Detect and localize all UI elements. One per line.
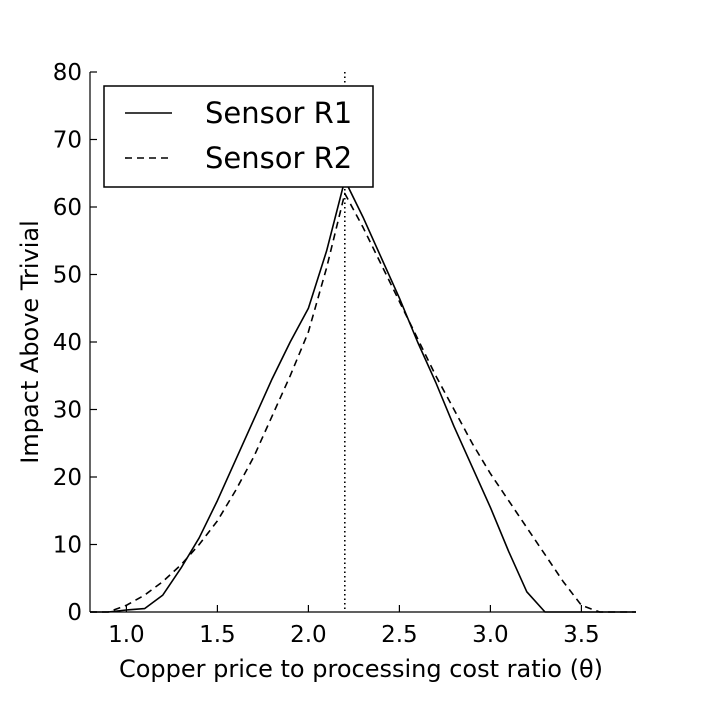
y-tick-label: 30 bbox=[53, 398, 82, 424]
x-tick-label: 2.0 bbox=[290, 622, 327, 648]
legend-label-2: Sensor R2 bbox=[205, 141, 352, 175]
y-tick-label: 0 bbox=[67, 600, 82, 626]
legend: Sensor R1 Sensor R2 bbox=[103, 85, 374, 188]
y-tick-label: 80 bbox=[53, 60, 82, 86]
y-tick-label: 70 bbox=[53, 128, 82, 154]
y-tick-label: 20 bbox=[53, 465, 82, 491]
x-axis-label: Copper price to processing cost ratio (θ… bbox=[119, 655, 603, 683]
series-line-1 bbox=[90, 179, 636, 613]
x-tick-label: 3.5 bbox=[563, 622, 600, 648]
y-tick-label: 40 bbox=[53, 330, 82, 356]
x-tick-label: 3.0 bbox=[472, 622, 509, 648]
legend-box bbox=[103, 85, 374, 188]
x-tick-label: 2.5 bbox=[381, 622, 418, 648]
axes: 1.0 1.5 2.0 2.5 3.0 3.5 0 10 20 30 40 50 60 70 80 bbox=[53, 60, 636, 648]
y-tick-label: 10 bbox=[53, 533, 82, 559]
y-tick-label: 50 bbox=[53, 263, 82, 289]
x-tick-label: 1.5 bbox=[199, 622, 236, 648]
y-tick-label: 60 bbox=[53, 195, 82, 221]
x-tick-label: 1.0 bbox=[108, 622, 145, 648]
y-axis-label: Impact Above Trivial bbox=[16, 220, 44, 463]
series-line-2 bbox=[90, 192, 636, 613]
legend-label-1: Sensor R1 bbox=[205, 96, 352, 130]
